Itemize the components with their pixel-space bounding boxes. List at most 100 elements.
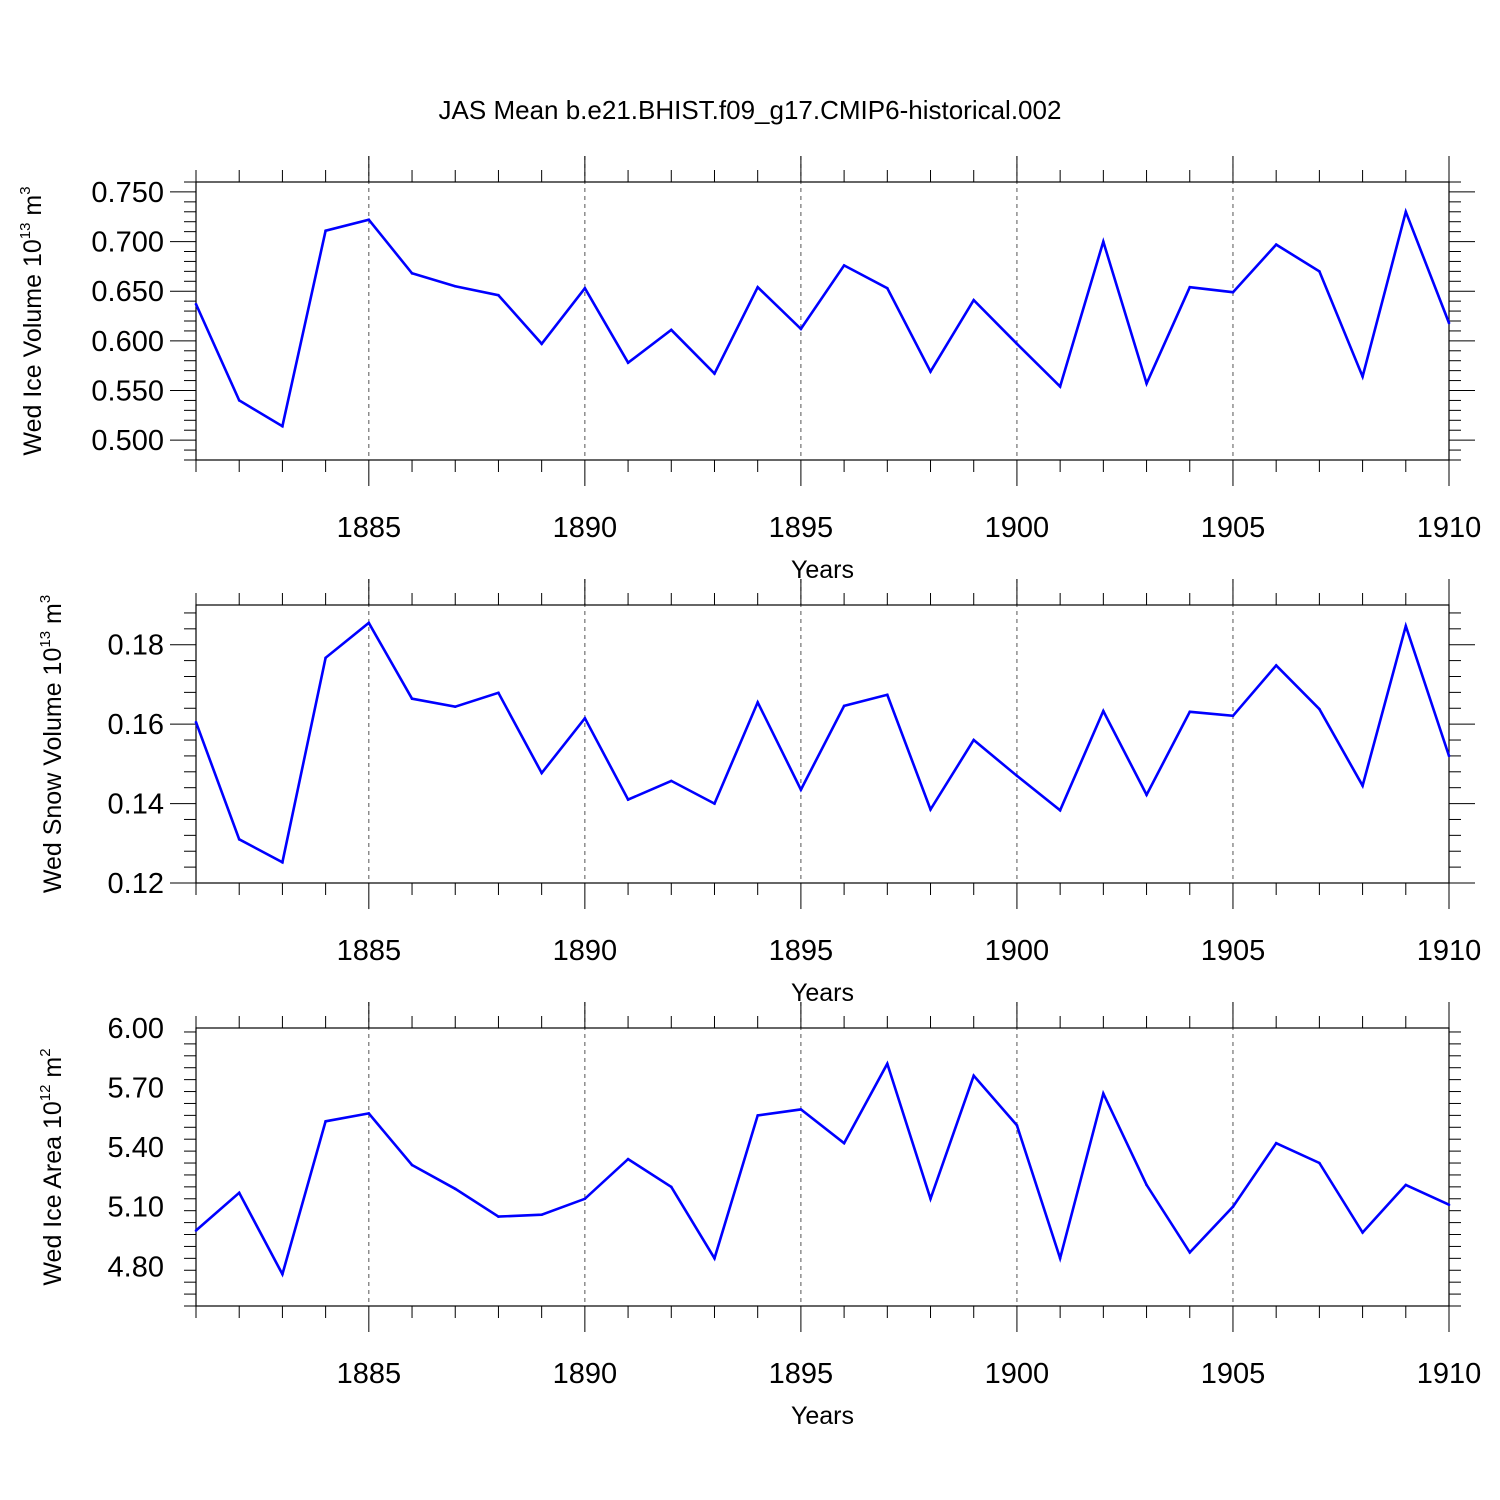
y-tick-label: 0.700 [91,227,164,259]
plot-frame [195,181,1450,461]
data-point [886,693,889,697]
data-point [842,1141,846,1145]
data-point [194,720,198,724]
x-tick-label: 1900 [985,512,1050,544]
y-label-text: m [39,1057,67,1085]
data-point [842,704,846,708]
data-point [583,1197,587,1201]
x-tick-label: 1910 [1417,935,1482,967]
data-point [1102,240,1105,243]
data-point [972,298,976,302]
data-point [669,328,673,332]
y-tick-label: 5.10 [108,1192,164,1224]
chart-panels: 0.750 0.700 0.650 0.600 0.550 0.500 1885 1890 18… [17,156,1481,1430]
y-label-exponent: 13 [37,631,54,648]
x-axis-label: Years [791,556,854,584]
data-point [929,1197,932,1201]
x-axis-label: Years [791,1402,854,1430]
data-point [1188,710,1192,714]
y-label-exponent: 2 [37,1048,54,1056]
data-point [1231,290,1235,294]
data-point [1274,1141,1278,1145]
y-tick-label: 0.550 [91,376,164,408]
series-line [195,1060,1450,1278]
y-tick-label: 0.12 [108,868,164,900]
x-tick-label: 1905 [1201,512,1266,544]
y-tick-label: 0.750 [91,177,164,209]
data-point [1058,1257,1062,1260]
data-point [1015,1124,1019,1127]
data-point [453,284,457,288]
data-point [1058,385,1062,388]
data-point [1447,321,1451,325]
data-point [324,229,327,232]
data-point [1058,809,1062,812]
data-point [281,1272,284,1276]
x-tick-label: 1885 [337,935,402,967]
data-point [1447,1203,1451,1207]
data-point [929,370,932,373]
data-point [367,1112,371,1115]
x-tick-label: 1885 [337,512,402,544]
panel-3: 6.00 5.70 5.40 5.10 4.80 1885 1890 1895 1900 1905… [37,1002,1481,1430]
data-point [1015,774,1019,778]
x-tick-label: 1910 [1417,512,1482,544]
data-point [281,424,284,428]
data-point [583,286,587,290]
data-point [497,1215,500,1218]
y-tick-label: 5.40 [108,1132,164,1164]
y-label-exponent: 3 [17,186,34,194]
data-point [626,798,630,801]
data-point [1102,1092,1105,1095]
data-point [799,788,803,791]
data-point [886,1062,889,1066]
data-point [1102,709,1105,713]
data-point [713,802,716,805]
data-point [1274,243,1278,246]
data-point [799,1108,803,1111]
y-label-text: Wed Ice Volume 10 [19,239,47,455]
data-point [1188,285,1192,289]
data-point [1145,793,1148,797]
y-tick-label: 0.18 [108,630,164,662]
data-point [453,1187,457,1191]
data-point [626,361,630,365]
y-axis-label: Wed Ice Area 1012 m2 [37,1048,67,1285]
y-tick-label: 6.00 [108,1013,164,1045]
data-point [929,808,932,811]
data-point [1231,714,1235,718]
y-tick-label: 0.500 [91,425,164,457]
data-point [281,861,284,864]
y-label-exponent: 13 [17,223,34,240]
data-point [410,1163,414,1167]
x-tick-label: 1890 [553,1358,618,1390]
figure-title: JAS Mean b.e21.BHIST.f09_g17.CMIP6-histo… [439,95,1062,125]
data-point [237,1191,241,1195]
plot-frame [195,604,1450,884]
y-tick-label: 5.70 [108,1073,164,1105]
y-tick-label: 0.16 [108,709,164,741]
y-tick-label: 0.14 [108,789,164,821]
x-tick-label: 1890 [553,935,618,967]
data-point [1361,1231,1364,1234]
x-tick-label: 1900 [985,935,1050,967]
data-point [1145,382,1148,385]
data-point [842,264,846,267]
data-point [1318,707,1321,711]
data-point [410,697,414,701]
plot-frame [195,1027,1450,1307]
x-tick-label: 1910 [1417,1358,1482,1390]
y-label-text: Wed Snow Volume 10 [39,648,67,894]
data-point [886,286,889,290]
x-tick-label: 1905 [1201,1358,1266,1390]
data-point [540,1213,543,1216]
data-point [237,838,241,841]
data-point [367,218,371,222]
data-point [194,1229,198,1232]
data-point [756,701,759,704]
data-point [1318,1161,1321,1165]
data-point [583,716,587,720]
y-label-text: m [39,603,67,631]
y-label-exponent: 3 [37,595,54,603]
